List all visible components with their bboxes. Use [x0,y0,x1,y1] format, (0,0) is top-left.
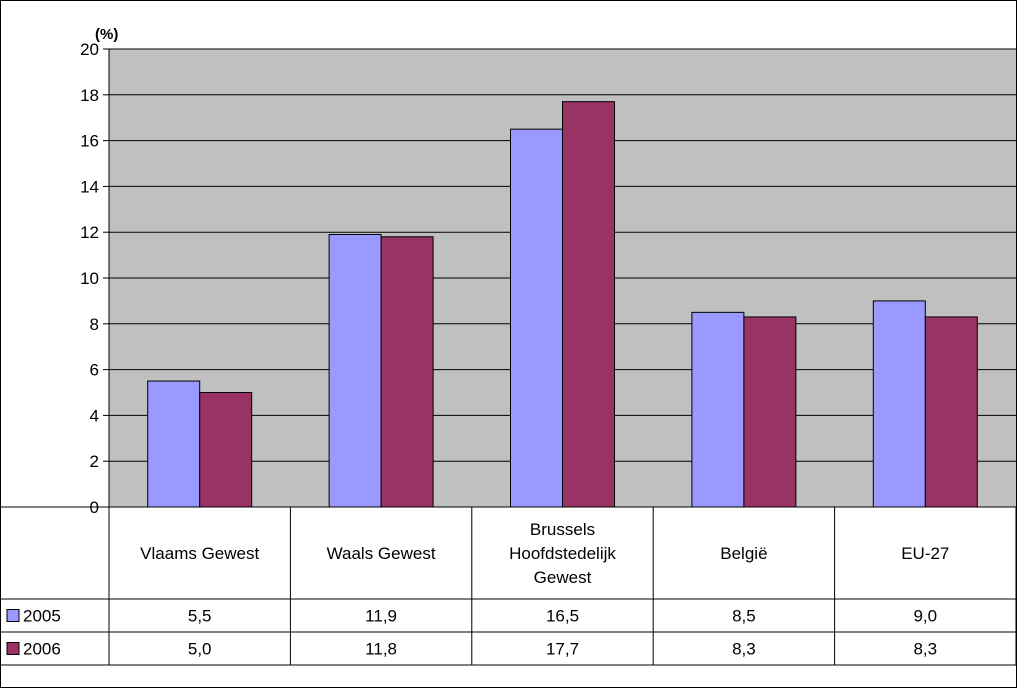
category-label: EU-27 [901,544,949,563]
bar-2006-1 [199,392,253,508]
category-label: België [720,544,767,563]
data-label: 11,9 [365,607,397,626]
data-table: Vlaams Gewest Waals Gewest Brussels Hoofdst… [1,506,1017,666]
bar-2006-5 [924,316,978,508]
data-label: 16,5 [546,607,579,626]
y-tick-label: 14 [80,177,99,196]
data-label: 9,0 [913,607,937,626]
data-label: 8,5 [732,607,756,626]
y-tick-label: 18 [80,86,99,105]
bar-2005-4 [691,311,745,508]
data-label: 8,3 [913,640,937,659]
y-tick-label: 10 [80,269,99,288]
bar-2005-1 [147,380,201,508]
category-label: Brussels Hoofdstedelijk Gewest [509,520,616,587]
bar-2005-5 [872,300,926,508]
bar-2006-4 [743,316,797,508]
data-label: 5,5 [188,607,212,626]
y-unit-label: (%) [95,26,118,43]
bar-2005-2 [328,233,382,508]
y-tick-label: 12 [80,223,99,242]
bar-2005-3 [510,128,563,508]
data-label: 11,8 [365,640,397,659]
y-tick-label: 20 [80,40,99,59]
legend-key-2006 [6,642,20,655]
category-label: Vlaams Gewest [140,544,259,563]
bar-2006-2 [380,236,434,508]
data-label: 17,7 [546,640,579,659]
legend-label-2005: 2005 [23,607,61,626]
bar-2006-3 [562,101,615,508]
y-tick-label: 4 [90,406,99,425]
y-tick-label: 16 [80,132,99,151]
y-tick-label: 6 [90,361,99,380]
y-tick-label: 8 [90,315,99,334]
data-label: 5,0 [188,640,212,659]
y-tick-label: 2 [90,452,99,471]
legend-key-2005 [6,609,20,622]
data-label: 8,3 [732,640,756,659]
legend-label-2006: 2006 [23,640,61,659]
category-label: Waals Gewest [327,544,436,563]
bars [147,101,978,508]
